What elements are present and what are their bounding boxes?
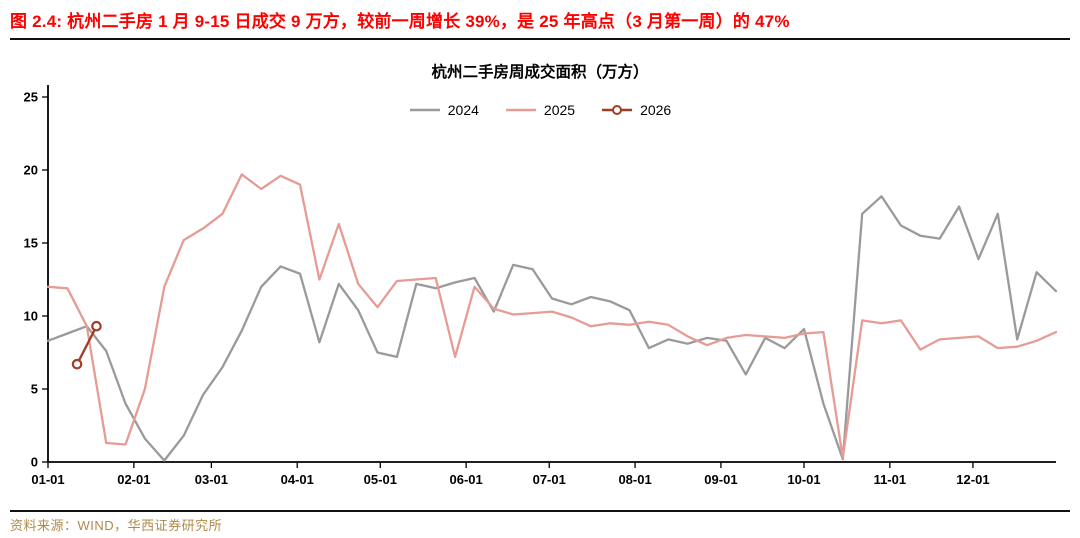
svg-text:08-01: 08-01 bbox=[618, 472, 651, 487]
legend-line-2025-icon bbox=[505, 108, 536, 112]
source-bar: 资料来源：WIND，华西证券研究所 bbox=[10, 510, 1070, 537]
chart-title: 杭州二手房周成交面积（万方） bbox=[431, 64, 649, 81]
svg-text:10-01: 10-01 bbox=[787, 472, 820, 487]
legend-item-2025: 2025 bbox=[505, 102, 575, 118]
legend-label-2025: 2025 bbox=[543, 102, 576, 118]
legend-item-2024: 2024 bbox=[409, 102, 479, 118]
svg-text:0: 0 bbox=[31, 455, 38, 470]
svg-text:09-01: 09-01 bbox=[704, 472, 737, 487]
svg-text:03-01: 03-01 bbox=[195, 472, 228, 487]
figure-caption-bar: 图 2.4: 杭州二手房 1 月 9-15 日成交 9 万方，较前一周增长 39… bbox=[10, 0, 1070, 40]
svg-text:25: 25 bbox=[24, 90, 38, 105]
svg-text:20: 20 bbox=[24, 163, 38, 178]
svg-text:11-01: 11-01 bbox=[874, 472, 907, 487]
svg-text:07-01: 07-01 bbox=[533, 472, 566, 487]
svg-text:10: 10 bbox=[24, 309, 38, 324]
legend-line-2024-icon bbox=[409, 108, 440, 112]
legend-line-circle-2026-icon bbox=[602, 105, 633, 115]
svg-text:01-01: 01-01 bbox=[31, 472, 64, 487]
svg-text:02-01: 02-01 bbox=[117, 472, 150, 487]
legend-label-2024: 2024 bbox=[447, 102, 479, 118]
svg-text:5: 5 bbox=[31, 382, 38, 397]
source-text: 资料来源：WIND，华西证券研究所 bbox=[10, 518, 223, 533]
svg-text:12-01: 12-01 bbox=[956, 472, 989, 487]
svg-text:15: 15 bbox=[24, 236, 38, 251]
svg-text:04-01: 04-01 bbox=[281, 472, 314, 487]
figure-title: 图 2.4: 杭州二手房 1 月 9-15 日成交 9 万方，较前一周增长 39… bbox=[10, 11, 790, 31]
svg-text:05-01: 05-01 bbox=[364, 472, 397, 487]
legend-item-2026: 2026 bbox=[601, 102, 671, 118]
legend: 2024 2025 2026 bbox=[0, 102, 1080, 118]
legend-label-2026: 2026 bbox=[640, 102, 672, 118]
chart-area: 0 5 10 15 20 25 01-01 02-01 03-01 04-01 05-01 06-01… bbox=[0, 40, 1080, 510]
svg-text:06-01: 06-01 bbox=[450, 472, 483, 487]
